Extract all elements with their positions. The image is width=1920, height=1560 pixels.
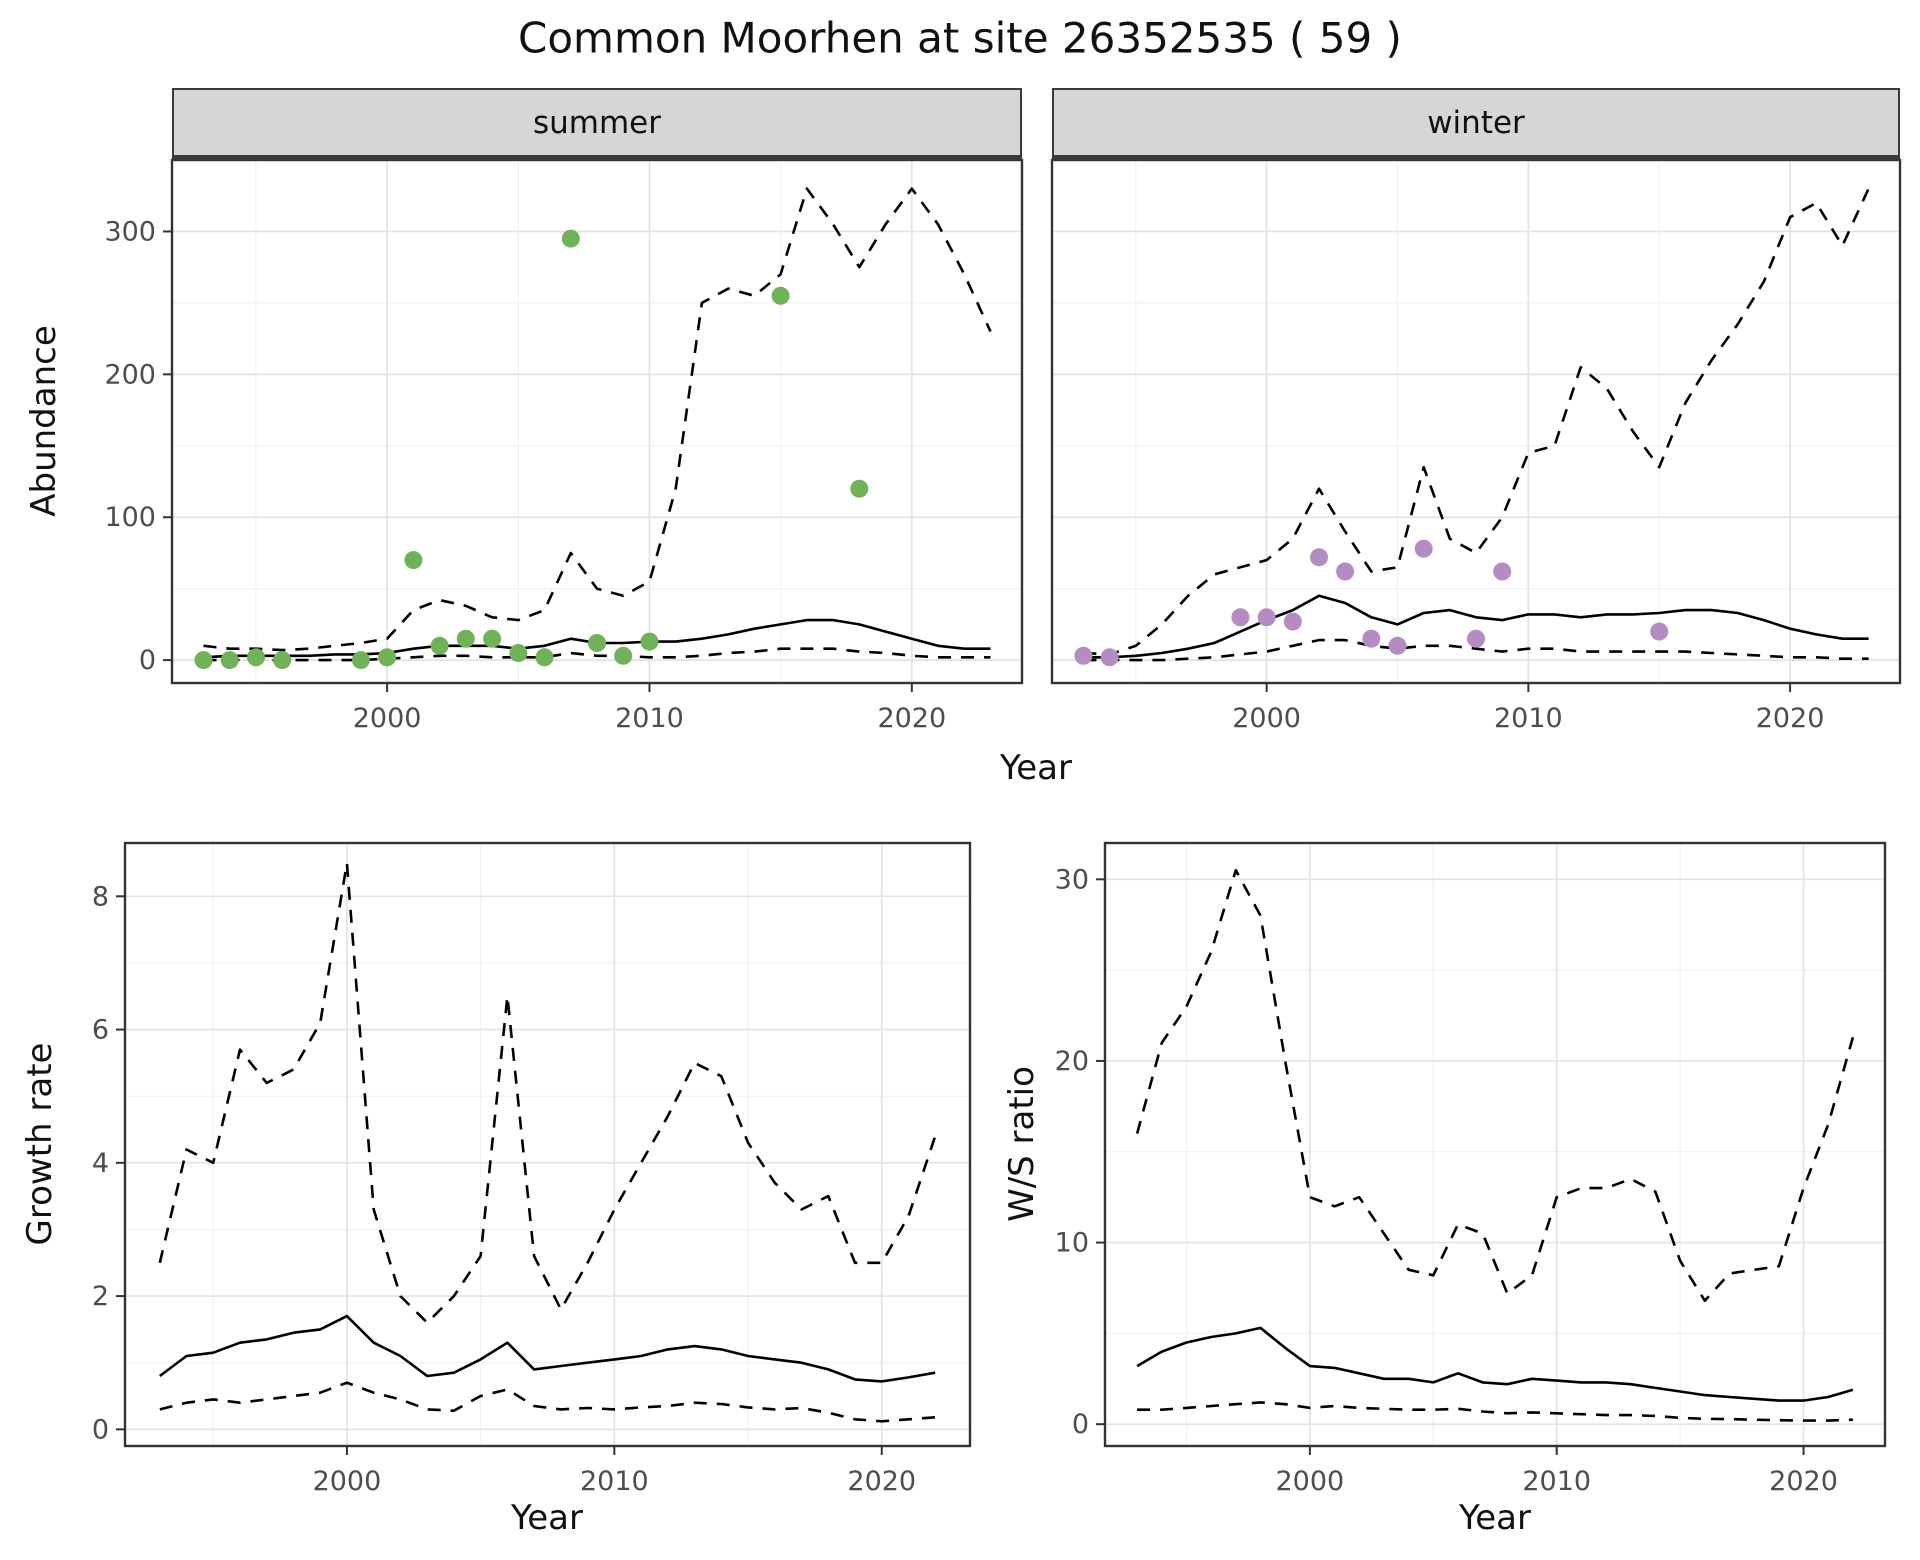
abundance-winter-observed-point <box>1650 622 1669 641</box>
growth-rate-axis-title: Growth rate <box>20 1042 60 1246</box>
facet-strip-summer-label: summer <box>532 104 661 141</box>
ws-ratio-lower_ci-line <box>1137 1401 1853 1422</box>
growth-rate-median-line <box>159 1314 936 1383</box>
abundance-summer-observed-point <box>456 629 475 648</box>
abundance-summer-observed-point <box>771 286 790 305</box>
ws-ratio-median-line <box>1136 1326 1854 1402</box>
ws-ratio-y-tick-label: 10 <box>1055 1228 1089 1259</box>
growth-rate-x-tick-label: 2020 <box>847 1466 916 1497</box>
abundance-summer-y-tick-label: 200 <box>104 359 156 390</box>
abundance-summer-observed-point <box>509 644 528 662</box>
growth-rate-y-tick-label: 0 <box>92 1414 109 1445</box>
facet-strip-winter: winter <box>1052 88 1900 160</box>
abundance-winter-panel-border <box>1050 158 1902 685</box>
ws-ratio-y-tick-label: 20 <box>1055 1046 1089 1077</box>
abundance-summer-observed-point <box>588 634 606 652</box>
ws-ratio-x-tick-label: 2010 <box>1522 1466 1591 1497</box>
abundance-summer-observed-point <box>640 632 659 651</box>
abundance-summer-observed-point <box>378 648 397 667</box>
abundance-summer-observed-point <box>561 229 580 248</box>
abundance-summer-observed-point <box>535 648 554 667</box>
growth-rate-x-tick-label: 2010 <box>580 1466 649 1497</box>
abundance-winter-x-tick-label: 2020 <box>1756 703 1825 734</box>
growth-rate-y-tick-label: 8 <box>92 881 109 912</box>
facet-strip-winter-label: winter <box>1427 104 1525 141</box>
abundance-summer-observed-point <box>483 629 502 648</box>
growth-rate-panel-bg <box>125 843 970 1446</box>
abundance-winter-observed-point <box>1362 629 1381 648</box>
abundance-summer-observed-point <box>220 651 239 670</box>
abundance-winter-observed-point <box>1414 539 1433 558</box>
abundance-winter-upper_ci-line <box>1083 188 1870 656</box>
abundance-summer-observed-point <box>614 646 633 665</box>
abundance-winter-observed-point <box>1231 608 1250 627</box>
growth-rate-upper_ci-line <box>158 861 937 1324</box>
abundance-winter-x-tick-label: 2010 <box>1494 703 1563 734</box>
abundance-summer-y-tick-label: 100 <box>104 502 156 533</box>
abundance-summer-x-tick-label: 2000 <box>353 703 422 734</box>
growth-rate-panel-border <box>123 841 972 1448</box>
abundance-summer-x-tick-label: 2010 <box>615 703 684 734</box>
abundance-summer-observed-point <box>351 651 370 670</box>
abundance-winter-observed-point <box>1310 548 1328 567</box>
abundance-summer-lower_ci-line <box>203 647 991 662</box>
ws-ratio-panel-border <box>1103 841 1887 1448</box>
abundance-winter-observed-point <box>1074 646 1093 665</box>
ws-ratio-x-tick-label: 2020 <box>1769 1466 1838 1497</box>
figure-title: Common Moorhen at site 26352535 ( 59 ) <box>518 13 1402 63</box>
abundance-winter-observed-point <box>1493 562 1512 581</box>
ws-ratio-x-tick-label: 2000 <box>1276 1466 1345 1497</box>
abundance-summer-x-tick-label: 2020 <box>877 703 946 734</box>
abundance-winter-observed-point <box>1100 648 1119 667</box>
abundance-summer-observed-point <box>404 551 423 570</box>
growth-rate-y-tick-label: 4 <box>92 1148 109 1179</box>
abundance-winter-lower_ci-line <box>1083 638 1869 662</box>
abundance-winter-median-line <box>1083 594 1869 659</box>
abundance-summer-upper_ci-line <box>203 187 992 652</box>
ws-ratio-upper_ci-line <box>1135 868 1855 1302</box>
abundance-winter-observed-point <box>1336 562 1355 581</box>
growth-rate-y-tick-label: 2 <box>92 1281 109 1312</box>
abundance-summer-observed-point <box>850 479 869 498</box>
ws-ratio-axis-title: W/S ratio <box>1002 1066 1042 1222</box>
abundance-summer-y-tick-label: 300 <box>104 216 156 247</box>
abundance-summer-panel-bg <box>172 160 1022 683</box>
abundance-winter-observed-point <box>1283 612 1302 631</box>
abundance-summer-observed-point <box>247 648 265 667</box>
abundance-winter-observed-point <box>1467 629 1485 648</box>
ws-ratio-panel-bg <box>1105 843 1885 1446</box>
abundance-summer-observed-point <box>430 636 449 655</box>
year-axis-title-ws: Year <box>1459 1498 1531 1538</box>
abundance-winter-panel-bg <box>1052 160 1900 683</box>
abundance-winter-x-tick-label: 2000 <box>1232 703 1301 734</box>
abundance-summer-panel-border <box>170 158 1024 685</box>
facet-strip-summer: summer <box>172 88 1022 160</box>
abundance-winter-observed-point <box>1388 636 1407 655</box>
growth-rate-y-tick-label: 6 <box>92 1015 109 1046</box>
year-axis-title-top: Year <box>1000 748 1072 788</box>
abundance-axis-title: Abundance <box>24 325 64 517</box>
abundance-winter-observed-point <box>1257 608 1276 627</box>
ws-ratio-y-tick-label: 0 <box>1072 1409 1089 1440</box>
year-axis-title-growth: Year <box>511 1498 583 1538</box>
abundance-summer-observed-point <box>273 651 292 670</box>
growth-rate-x-tick-label: 2000 <box>313 1466 382 1497</box>
abundance-summer-y-tick-label: 0 <box>139 645 156 676</box>
abundance-summer-observed-point <box>194 651 213 670</box>
ws-ratio-y-tick-label: 30 <box>1055 864 1089 895</box>
